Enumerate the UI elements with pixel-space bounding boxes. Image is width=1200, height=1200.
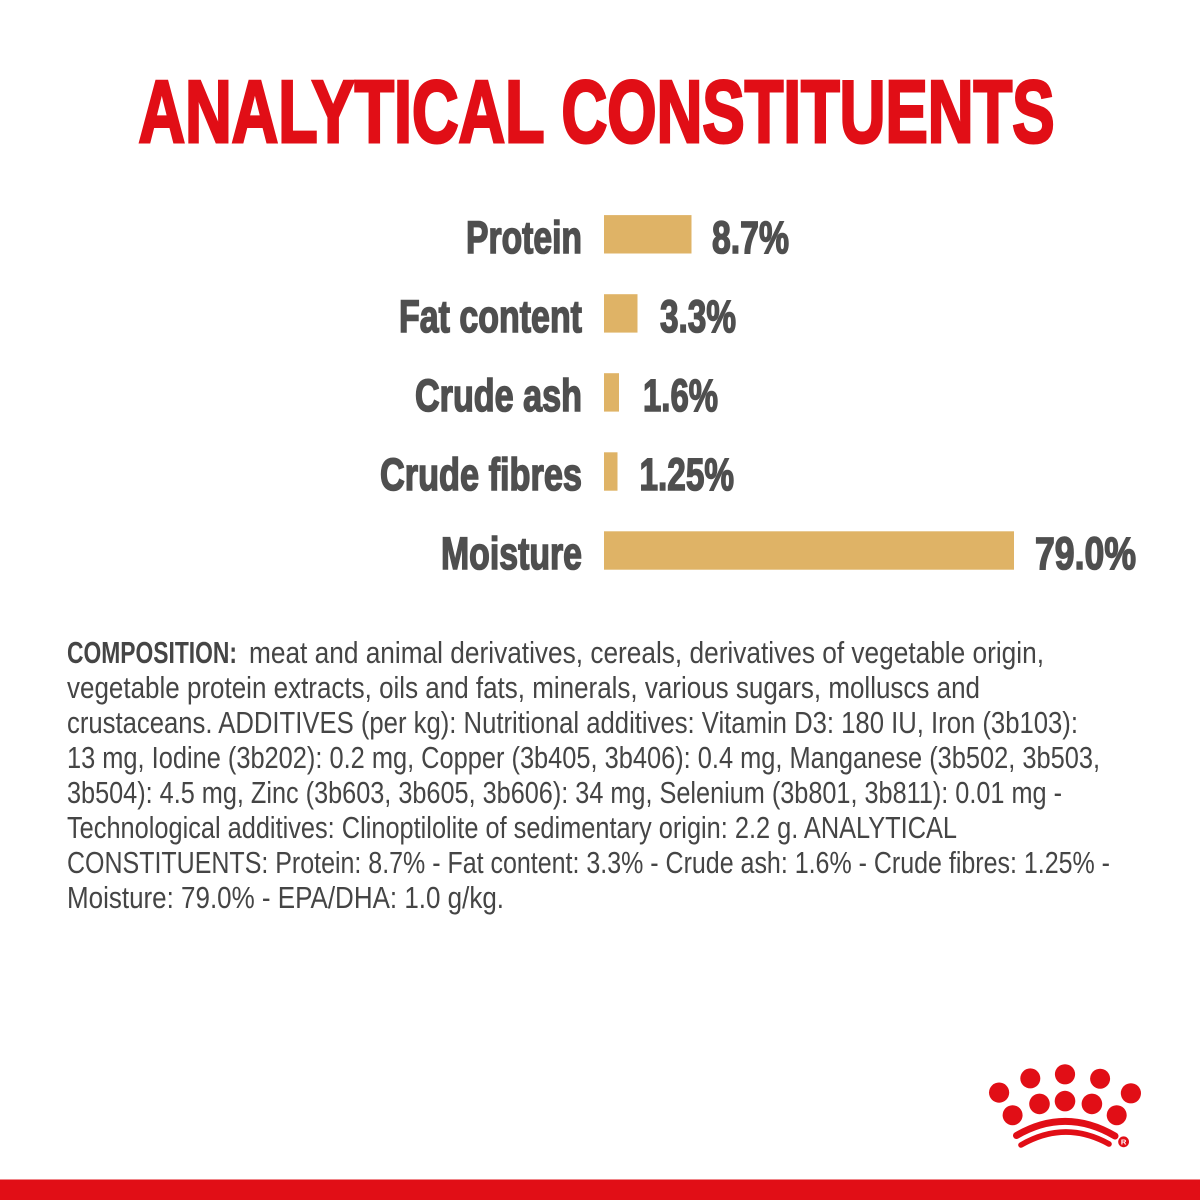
svg-text:Technological additives: Clino: Technological additives: Clinoptilolite …	[67, 810, 957, 845]
svg-text:Protein: Protein	[466, 212, 582, 263]
svg-text:3.3%: 3.3%	[660, 291, 736, 342]
svg-text:CONSTITUENTS: CONSTITUENTS	[562, 62, 1055, 161]
svg-text:Crude ash: Crude ash	[415, 370, 582, 421]
svg-text:13 mg, Iodine (3b202): 0.2 mg,: 13 mg, Iodine (3b202): 0.2 mg, Copper (3…	[67, 740, 1100, 775]
svg-text:79.0%: 79.0%	[1035, 528, 1136, 579]
svg-text:Fat content: Fat content	[399, 291, 582, 342]
svg-text:Moisture: 79.0% - EPA/DHA: 1.0: Moisture: 79.0% - EPA/DHA: 1.0 g/kg.	[67, 880, 504, 915]
svg-text:8.7%: 8.7%	[712, 212, 789, 263]
svg-text:Crude fibres: Crude fibres	[380, 449, 582, 500]
svg-text:3b504): 4.5 mg, Zinc (3b603, 3: 3b504): 4.5 mg, Zinc (3b603, 3b605, 3b60…	[67, 775, 1062, 810]
svg-text:crustaceans. ADDITIVES (per kg: crustaceans. ADDITIVES (per kg): Nutriti…	[67, 705, 1078, 740]
svg-text:R: R	[1121, 1138, 1127, 1147]
svg-text:COMPOSITION:: COMPOSITION:	[67, 635, 237, 670]
svg-text:1.6%: 1.6%	[643, 370, 718, 421]
svg-text:Moisture: Moisture	[441, 528, 582, 579]
svg-text:meat and animal derivatives, c: meat and animal derivatives, cereals, de…	[249, 635, 1044, 670]
svg-text:CONSTITUENTS: Protein: 8.7% -: CONSTITUENTS: Protein: 8.7% - Fat conten…	[67, 845, 1110, 880]
svg-text:1.25%: 1.25%	[640, 449, 735, 500]
svg-text:ANALYTICAL: ANALYTICAL	[139, 62, 545, 161]
svg-text:vegetable protein extracts, oi: vegetable protein extracts, oils and fat…	[67, 670, 980, 705]
